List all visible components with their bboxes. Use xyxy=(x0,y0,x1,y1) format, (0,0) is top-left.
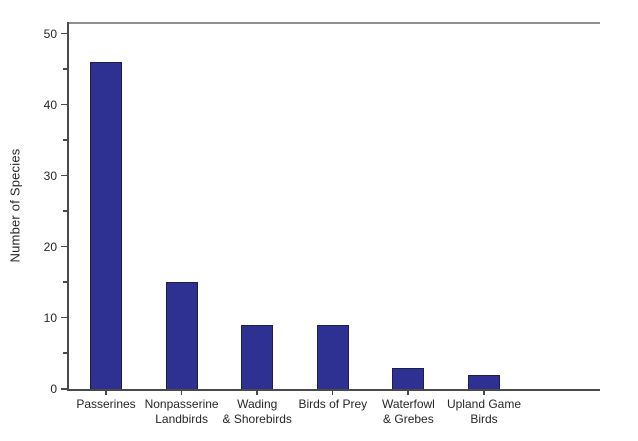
y-minor-tick xyxy=(63,352,68,354)
x-category-label: Birds of Prey xyxy=(298,397,368,411)
bar xyxy=(241,325,274,389)
x-axis-line xyxy=(67,389,600,391)
y-major-tick xyxy=(61,174,68,177)
y-major-tick xyxy=(61,103,68,106)
bar xyxy=(468,375,500,389)
y-tick-label: 0 xyxy=(50,382,57,396)
y-tick-label: 50 xyxy=(43,26,57,41)
bar xyxy=(165,282,198,389)
bar xyxy=(392,368,425,389)
x-tick xyxy=(483,391,485,395)
y-major-tick xyxy=(61,316,68,319)
x-category-label: Wading & Shorebirds xyxy=(222,397,292,426)
x-category-label: Waterfowl & Grebes xyxy=(381,397,435,426)
x-category-label: Passerines xyxy=(76,397,136,411)
bar xyxy=(316,325,349,389)
y-axis-line xyxy=(67,22,69,390)
y-minor-tick xyxy=(63,139,68,141)
y-minor-tick xyxy=(63,281,68,283)
x-tick xyxy=(105,391,107,395)
x-tick xyxy=(180,391,183,395)
x-category-label: Nonpasserine Landbirds xyxy=(144,397,219,426)
x-tick xyxy=(331,391,334,395)
x-tick xyxy=(256,391,258,395)
y-major-tick xyxy=(61,245,68,248)
bar xyxy=(90,62,122,389)
x-tick xyxy=(407,391,409,395)
y-minor-tick xyxy=(63,68,68,70)
y-major-tick xyxy=(61,388,68,390)
y-tick-label: 30 xyxy=(43,168,57,183)
y-tick-label: 20 xyxy=(43,239,57,254)
y-major-tick xyxy=(61,32,68,34)
y-tick-label: 10 xyxy=(43,310,57,325)
plot-top-border xyxy=(68,22,600,24)
x-category-label: Upland Game Birds xyxy=(446,397,522,426)
y-axis-title: Number of Species xyxy=(7,148,23,263)
y-minor-tick xyxy=(63,210,68,212)
y-tick-label: 40 xyxy=(43,97,57,112)
